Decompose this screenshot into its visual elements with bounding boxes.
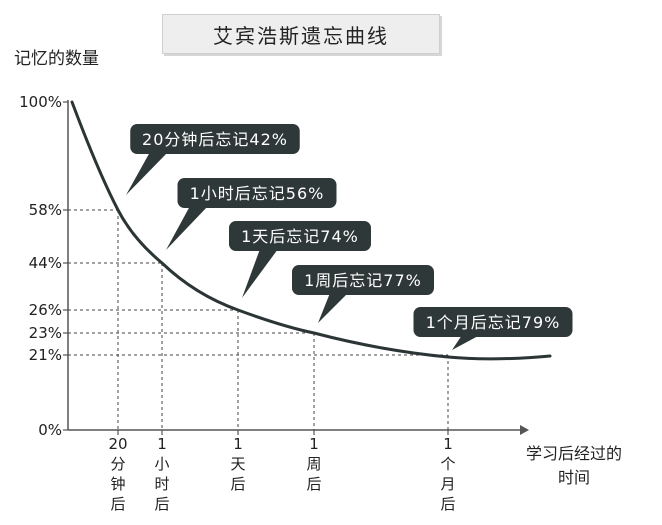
chart-title: 艾宾浩斯遗忘曲线: [162, 14, 440, 54]
x-tick-label: 1: [233, 435, 243, 453]
x-tick-label: 后: [154, 495, 169, 513]
x-tick-label: 1: [443, 435, 453, 453]
callout-pointer: [452, 335, 480, 350]
y-tick-label: 26%: [29, 301, 62, 319]
x-tick-label: 时: [154, 475, 169, 493]
callout-box: [177, 178, 337, 208]
x-tick-label: 周: [306, 455, 321, 473]
x-tick-label: 钟: [110, 475, 125, 493]
y-tick-label: 21%: [29, 346, 62, 364]
x-tick-label: 1: [157, 435, 167, 453]
callout-box: [130, 124, 300, 154]
y-tick-label: 0%: [38, 421, 62, 439]
callout-pointer: [242, 249, 278, 298]
callout-box: [229, 221, 371, 251]
x-axis-label: 学习后经过的时间: [526, 444, 623, 487]
callout-label: 1个月后忘记79%: [426, 313, 561, 332]
y-tick-label: 58%: [29, 201, 62, 219]
x-tick-label: 月: [440, 475, 455, 493]
x-tick-label: 20: [108, 435, 127, 453]
y-tick-label: 100%: [19, 93, 62, 111]
y-tick-label: 23%: [29, 324, 62, 342]
callout-label: 20分钟后忘记42%: [142, 130, 288, 149]
x-tick-label: 后: [110, 495, 125, 513]
callout-box: [292, 265, 434, 295]
x-tick-label: 个: [440, 455, 455, 473]
x-tick-label: 小: [154, 455, 169, 473]
x-tick-label: 1: [309, 435, 319, 453]
y-axis-label: 记忆的数量: [14, 49, 99, 69]
callout-label: 1小时后忘记56%: [190, 184, 325, 203]
x-tick-label: 后: [440, 495, 455, 513]
x-tick-label: 分: [110, 455, 125, 473]
x-tick-label: 后: [306, 475, 321, 493]
x-tick-label: 天: [230, 455, 245, 473]
callout-pointer: [318, 293, 348, 323]
x-axis-arrow: [520, 425, 529, 435]
callout-pointer: [166, 206, 208, 250]
x-tick-label: 后: [230, 475, 245, 493]
y-tick-label: 44%: [29, 254, 62, 272]
callout-label: 1天后忘记74%: [241, 227, 359, 246]
callout-pointer: [126, 152, 168, 195]
callout-box: [413, 307, 573, 337]
callout-label: 1周后忘记77%: [304, 271, 422, 290]
forgetting-curve-line: [70, 100, 552, 361]
